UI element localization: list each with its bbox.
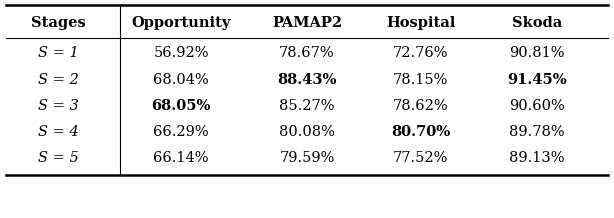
Text: 77.52%: 77.52% <box>393 151 448 165</box>
Text: 90.60%: 90.60% <box>510 99 565 113</box>
Text: Stages: Stages <box>31 16 86 30</box>
Text: S = 5: S = 5 <box>38 151 79 165</box>
Text: 90.81%: 90.81% <box>510 46 565 60</box>
Text: 78.62%: 78.62% <box>393 99 448 113</box>
Text: 78.67%: 78.67% <box>279 46 335 60</box>
Text: S = 4: S = 4 <box>38 125 79 139</box>
Text: Hospital: Hospital <box>386 16 455 30</box>
Text: 68.05%: 68.05% <box>152 99 211 113</box>
Text: 72.76%: 72.76% <box>393 46 448 60</box>
Text: 88.43%: 88.43% <box>278 73 336 87</box>
Text: 66.14%: 66.14% <box>154 151 209 165</box>
Text: 89.13%: 89.13% <box>510 151 565 165</box>
Text: 80.08%: 80.08% <box>279 125 335 139</box>
Text: S = 2: S = 2 <box>38 73 79 87</box>
Text: 89.78%: 89.78% <box>510 125 565 139</box>
Text: S = 1: S = 1 <box>38 46 79 60</box>
Text: Skoda: Skoda <box>512 16 562 30</box>
Text: 79.59%: 79.59% <box>279 151 335 165</box>
Text: 78.15%: 78.15% <box>393 73 448 87</box>
Text: 85.27%: 85.27% <box>279 99 335 113</box>
Text: 66.29%: 66.29% <box>154 125 209 139</box>
Text: PAMAP2: PAMAP2 <box>272 16 342 30</box>
Text: 80.70%: 80.70% <box>391 125 450 139</box>
Text: 56.92%: 56.92% <box>154 46 209 60</box>
Text: S = 3: S = 3 <box>38 99 79 113</box>
Text: Opportunity: Opportunity <box>131 16 231 30</box>
Text: 68.04%: 68.04% <box>154 73 209 87</box>
Text: 91.45%: 91.45% <box>507 73 567 87</box>
